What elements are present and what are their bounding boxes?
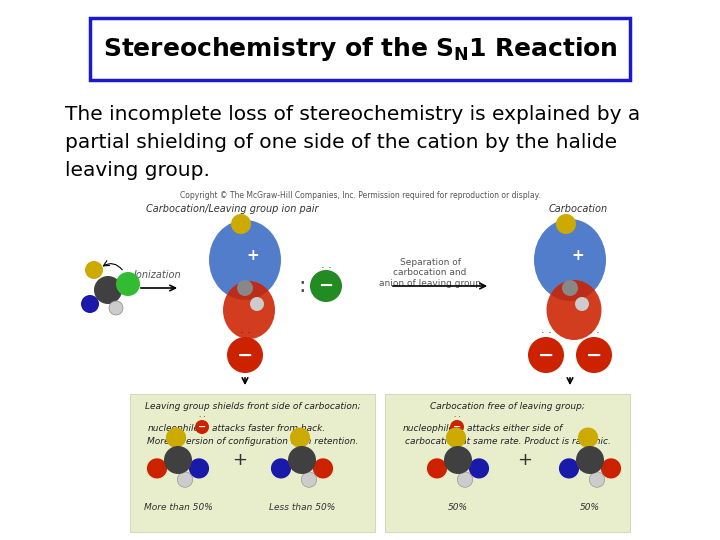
Circle shape	[576, 337, 612, 373]
Circle shape	[310, 270, 342, 302]
Circle shape	[427, 458, 447, 478]
Text: More inversion of configuration than retention.: More inversion of configuration than ret…	[147, 437, 358, 446]
Circle shape	[250, 297, 264, 311]
Text: −: −	[318, 277, 333, 295]
Text: +: +	[233, 451, 248, 469]
Text: +: +	[247, 248, 259, 264]
Text: Carbocation free of leaving group;: Carbocation free of leaving group;	[430, 402, 585, 411]
Text: Separation of
carbocation and
anion of leaving group: Separation of carbocation and anion of l…	[379, 258, 481, 288]
Text: Less than 50%: Less than 50%	[269, 503, 335, 512]
Text: −: −	[586, 346, 602, 365]
Circle shape	[81, 295, 99, 313]
Ellipse shape	[209, 220, 281, 300]
Circle shape	[177, 472, 193, 487]
Circle shape	[189, 458, 209, 478]
Circle shape	[578, 428, 598, 448]
Circle shape	[166, 428, 186, 448]
FancyBboxPatch shape	[385, 394, 630, 532]
Circle shape	[562, 280, 578, 296]
Text: Carbocation: Carbocation	[549, 204, 608, 214]
Text: +: +	[572, 248, 585, 264]
Circle shape	[575, 297, 589, 311]
Text: · ·: · ·	[541, 328, 552, 338]
Circle shape	[116, 272, 140, 296]
Circle shape	[85, 261, 103, 279]
Circle shape	[195, 420, 209, 434]
Circle shape	[288, 446, 316, 474]
Text: Leaving group shields front side of carbocation;: Leaving group shields front side of carb…	[145, 402, 360, 411]
Text: leaving group.: leaving group.	[65, 161, 210, 180]
Text: −: −	[538, 346, 554, 365]
Circle shape	[444, 446, 472, 474]
Circle shape	[227, 337, 263, 373]
Text: attacks either side of: attacks either side of	[467, 424, 562, 433]
Circle shape	[556, 214, 576, 234]
Circle shape	[94, 276, 122, 304]
Text: More than 50%: More than 50%	[143, 503, 212, 512]
Circle shape	[147, 458, 167, 478]
Text: · ·: · ·	[240, 328, 251, 338]
Ellipse shape	[534, 219, 606, 301]
Circle shape	[313, 458, 333, 478]
Text: 50%: 50%	[448, 503, 468, 512]
Text: Carbocation/Leaving group ion pair: Carbocation/Leaving group ion pair	[145, 204, 318, 214]
Text: partial shielding of one side of the cation by the halide: partial shielding of one side of the cat…	[65, 133, 617, 152]
Text: · ·: · ·	[320, 263, 331, 273]
Circle shape	[589, 472, 605, 487]
Ellipse shape	[546, 280, 601, 340]
Text: · ·: · ·	[199, 414, 205, 420]
Circle shape	[164, 446, 192, 474]
Circle shape	[109, 301, 123, 315]
Text: 50%: 50%	[580, 503, 600, 512]
Ellipse shape	[223, 281, 275, 339]
Circle shape	[528, 337, 564, 373]
Circle shape	[271, 458, 291, 478]
FancyBboxPatch shape	[90, 18, 630, 80]
Text: $\mathbf{Stereochemistry\ of\ the\ S_N1\ Reaction}$: $\mathbf{Stereochemistry\ of\ the\ S_N1\…	[103, 35, 617, 63]
Circle shape	[231, 214, 251, 234]
Circle shape	[559, 458, 579, 478]
Circle shape	[446, 428, 466, 448]
Circle shape	[601, 458, 621, 478]
Circle shape	[576, 446, 604, 474]
Text: −: −	[198, 422, 206, 432]
Text: attacks faster from back.: attacks faster from back.	[212, 424, 325, 433]
Text: nucleophile: nucleophile	[148, 424, 200, 433]
Text: Copyright © The McGraw-Hill Companies, Inc. Permission required for reproduction: Copyright © The McGraw-Hill Companies, I…	[180, 191, 540, 200]
Text: −: −	[453, 422, 461, 432]
Text: · ·: · ·	[454, 414, 460, 420]
Text: −: −	[237, 346, 253, 365]
Circle shape	[457, 472, 473, 487]
Text: :: :	[298, 276, 306, 296]
Text: nucleophile: nucleophile	[403, 424, 455, 433]
Circle shape	[469, 458, 489, 478]
Text: Ionization: Ionization	[134, 270, 182, 280]
Circle shape	[450, 420, 464, 434]
Circle shape	[290, 428, 310, 448]
Text: +: +	[518, 451, 533, 469]
Text: · ·: · ·	[589, 328, 599, 338]
Text: The incomplete loss of stereochemistry is explained by a: The incomplete loss of stereochemistry i…	[65, 105, 640, 124]
Circle shape	[301, 472, 317, 487]
Circle shape	[237, 280, 253, 296]
FancyBboxPatch shape	[130, 394, 375, 532]
Text: carbocation at same rate. Product is racemic.: carbocation at same rate. Product is rac…	[405, 437, 611, 446]
